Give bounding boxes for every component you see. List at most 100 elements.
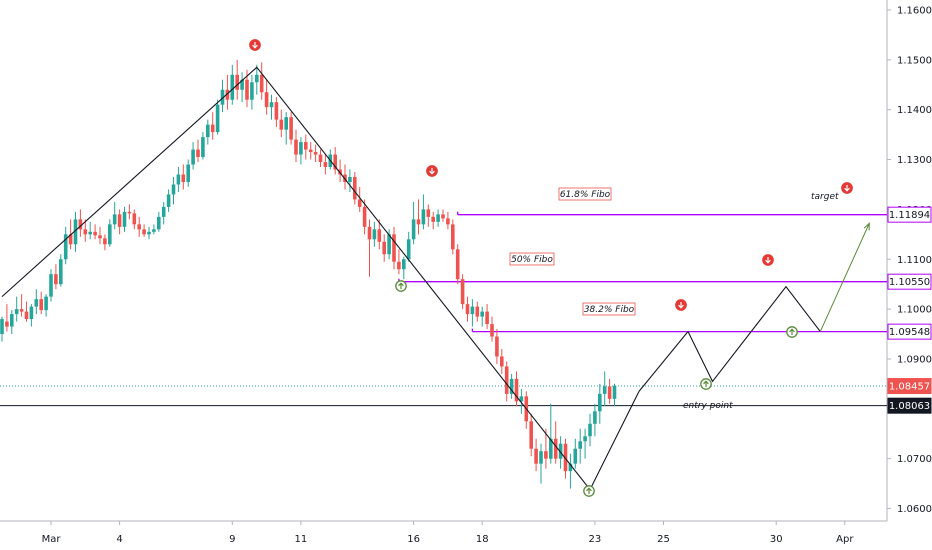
candle[interactable] (142, 224, 146, 237)
candle[interactable] (284, 112, 288, 145)
candle[interactable] (122, 206, 127, 232)
candle[interactable] (578, 428, 582, 464)
candle[interactable] (534, 438, 538, 472)
candle[interactable] (176, 167, 181, 192)
candle[interactable] (103, 234, 107, 251)
candle[interactable] (500, 348, 504, 374)
candle[interactable] (539, 443, 543, 484)
candle[interactable] (362, 199, 367, 235)
candle[interactable] (421, 194, 426, 230)
candle[interactable] (73, 211, 78, 252)
candle[interactable] (544, 428, 548, 469)
candle[interactable] (602, 371, 607, 407)
candle[interactable] (235, 59, 239, 100)
candle[interactable] (377, 219, 382, 250)
candle[interactable] (549, 403, 553, 464)
candle[interactable] (240, 72, 244, 103)
buy-signal-icon[interactable] (786, 326, 798, 338)
candle[interactable] (19, 294, 24, 317)
candle[interactable] (206, 119, 210, 145)
drawings[interactable]: target entry point (1, 66, 870, 491)
candle[interactable] (353, 172, 357, 205)
sell-signal-icon[interactable] (841, 182, 853, 194)
candle[interactable] (357, 186, 362, 212)
candle[interactable] (225, 74, 230, 110)
candle[interactable] (348, 169, 352, 192)
candle[interactable] (406, 231, 411, 262)
candle[interactable] (465, 296, 470, 322)
candle[interactable] (186, 159, 190, 187)
candle[interactable] (313, 144, 318, 163)
candle[interactable] (431, 211, 435, 230)
candle[interactable] (485, 304, 489, 330)
candle[interactable] (83, 219, 88, 242)
candle[interactable] (10, 310, 14, 335)
candle[interactable] (14, 296, 19, 322)
candle[interactable] (426, 204, 431, 227)
candle[interactable] (88, 221, 92, 240)
candle[interactable] (39, 291, 43, 315)
candle[interactable] (196, 139, 200, 163)
candle[interactable] (230, 64, 235, 105)
candle[interactable] (598, 383, 602, 424)
candle[interactable] (264, 79, 269, 115)
candle[interactable] (5, 304, 9, 332)
sell-signal-icon[interactable] (249, 39, 261, 51)
candle[interactable] (201, 132, 205, 160)
candle[interactable] (181, 164, 186, 190)
candle[interactable] (274, 97, 279, 128)
candle[interactable] (397, 249, 401, 275)
candle[interactable] (269, 94, 274, 120)
candle[interactable] (446, 211, 450, 230)
candle[interactable] (318, 149, 323, 168)
candle[interactable] (147, 226, 151, 240)
buy-signal-icon[interactable] (583, 485, 595, 497)
candle[interactable] (127, 204, 132, 220)
buy-signal-icon[interactable] (700, 378, 712, 390)
candle[interactable] (392, 226, 396, 270)
candle[interactable] (490, 316, 494, 342)
candle[interactable] (220, 79, 225, 113)
candle[interactable] (553, 421, 558, 464)
candle[interactable] (161, 201, 166, 225)
candle[interactable] (441, 209, 445, 222)
candle[interactable] (59, 254, 63, 287)
candle[interactable] (44, 294, 48, 317)
candle[interactable] (117, 209, 122, 235)
candle[interactable] (451, 219, 455, 255)
candle[interactable] (480, 306, 484, 327)
candle[interactable] (29, 304, 34, 327)
candle[interactable] (112, 201, 117, 230)
candle[interactable] (157, 211, 161, 232)
forecast-path[interactable] (638, 285, 821, 392)
trend-zigzag[interactable] (1, 66, 640, 491)
candle[interactable] (294, 129, 298, 163)
candle[interactable] (367, 219, 372, 277)
candle[interactable] (108, 219, 112, 247)
candle[interactable] (411, 201, 416, 245)
candle[interactable] (495, 329, 499, 364)
candle[interactable] (470, 299, 475, 327)
candle[interactable] (593, 403, 597, 437)
candle[interactable] (132, 209, 137, 230)
candle[interactable] (583, 428, 587, 459)
candle[interactable] (210, 112, 215, 140)
candle[interactable] (304, 134, 308, 160)
candle[interactable] (152, 224, 156, 235)
candle[interactable] (607, 378, 612, 404)
candle[interactable] (402, 256, 406, 280)
candle[interactable] (0, 316, 4, 342)
candle[interactable] (588, 413, 592, 447)
candle[interactable] (504, 361, 509, 402)
candle[interactable] (289, 112, 293, 145)
candle[interactable] (54, 264, 58, 290)
candle[interactable] (49, 269, 53, 302)
time-axis[interactable]: Mar 4 9 11 16 18 23 25 30 Apr (42, 521, 855, 545)
candle[interactable] (573, 438, 578, 469)
candle[interactable] (259, 62, 264, 100)
candle[interactable] (191, 142, 195, 170)
sell-signal-icon[interactable] (426, 165, 438, 177)
candle[interactable] (333, 147, 337, 175)
candle[interactable] (529, 413, 533, 457)
